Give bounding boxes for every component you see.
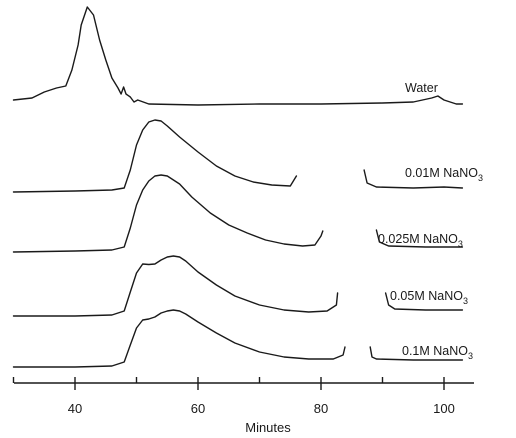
- trace-0-05m-nano3-segment-1: [12, 255, 339, 317]
- trace-0-025m-nano3-segment-2: [375, 229, 464, 248]
- trace-0-025m-nano3-segment-1: [12, 174, 324, 253]
- series-label-water: Water: [405, 81, 438, 95]
- trace-0-05m-nano3-segment-2: [384, 292, 464, 311]
- x-tick-label-40: 40: [68, 401, 82, 416]
- trace-0-01m-nano3-segment-1: [12, 119, 298, 193]
- x-tick-label-60: 60: [191, 401, 205, 416]
- trace-0-1m-nano3-segment-1: [12, 309, 346, 368]
- series-label-0-1m-nano3: 0.1M NaNO3: [402, 344, 473, 361]
- trace-0-1m-nano3-segment-2: [369, 346, 464, 361]
- series-label-0-05m-nano3: 0.05M NaNO3: [390, 289, 468, 306]
- x-axis-title: Minutes: [245, 420, 291, 435]
- series-label-0-025m-nano3: 0.025M NaNO3: [378, 232, 463, 249]
- trace-0-01m-nano3-segment-2: [363, 169, 464, 189]
- trace-group: [12, 6, 464, 368]
- x-tick-label-80: 80: [314, 401, 328, 416]
- trace-water: [12, 6, 464, 106]
- series-label-0-01m-nano3: 0.01M NaNO3: [405, 166, 483, 183]
- x-axis: Minutes 40 60 80 100: [12, 377, 474, 435]
- x-tick-label-100: 100: [433, 401, 455, 416]
- series-label-group: Water 0.01M NaNO3 0.025M NaNO3 0.05M NaNO3 0…: [378, 81, 483, 361]
